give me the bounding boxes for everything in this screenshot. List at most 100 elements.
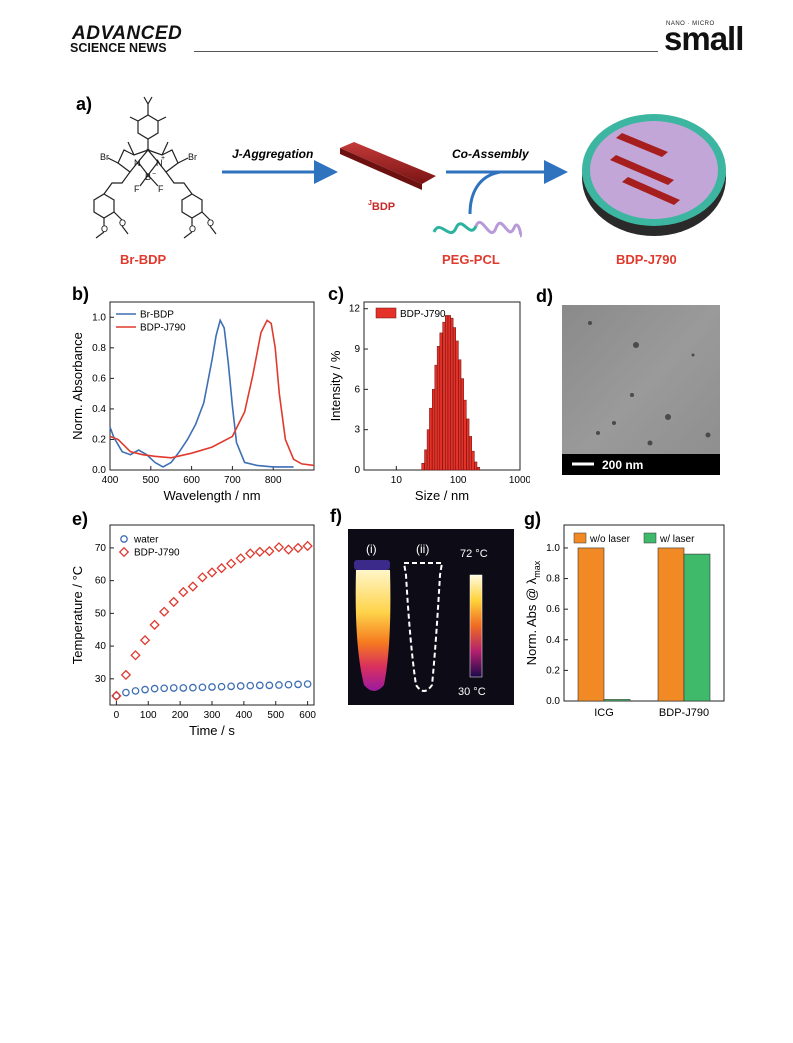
- legend-label: Br-BDP: [140, 310, 174, 321]
- br-bdp-structure: [93, 96, 217, 239]
- svg-text:O: O: [207, 218, 214, 228]
- y-axis-label: Norm. Absorbance: [70, 332, 85, 440]
- legend-label: BDP-J790: [134, 548, 180, 559]
- data-point-diamond: [273, 542, 285, 553]
- tube-i-cap: [354, 560, 390, 570]
- bdp-j790-nanoparticle: [582, 114, 726, 236]
- color-scale-bar: [469, 574, 483, 678]
- panel-label: e): [72, 509, 88, 529]
- x-tick-label: 100: [140, 710, 157, 721]
- panel-label: g): [524, 509, 541, 529]
- x-axis-label: Wavelength / nm: [163, 488, 260, 503]
- histogram-bar: [468, 436, 472, 471]
- data-point-circle: [112, 691, 121, 700]
- histogram-bar: [429, 407, 433, 471]
- bar: [657, 547, 685, 702]
- y-axis-label: Temperature / °C: [70, 566, 85, 664]
- bar: [603, 699, 631, 702]
- histogram-bar: [432, 389, 436, 471]
- x-tick-label: 200: [172, 710, 189, 721]
- data-point-circle: [189, 683, 197, 692]
- color-scale-max: 72 °C: [460, 548, 488, 560]
- category-label: ICG: [594, 707, 614, 719]
- data-point-diamond: [245, 548, 256, 559]
- legend-swatch: [643, 532, 657, 544]
- histogram-bar: [476, 467, 480, 471]
- panel-a-scheme: a) Br Br N N + B − F: [76, 94, 726, 267]
- x-axis-label: Size / nm: [415, 488, 469, 503]
- y-tick-label: 6: [354, 384, 360, 395]
- legend-label: BDP-J790: [140, 323, 186, 334]
- bar: [577, 547, 605, 702]
- journal-brand-science-news: SCIENCE NEWS: [70, 41, 167, 55]
- br-bdp-name: Br-BDP: [120, 252, 167, 267]
- histogram-bar: [421, 463, 425, 471]
- tem-particles: [588, 321, 711, 446]
- data-point-circle: [150, 684, 159, 693]
- y-tick-label: 9: [354, 344, 360, 355]
- histogram-bar: [445, 315, 449, 471]
- histogram-bar: [436, 346, 441, 471]
- data-point-diamond: [130, 650, 141, 661]
- y-tick-label: 1.0: [546, 543, 560, 554]
- scale-bar-label: 200 nm: [602, 458, 643, 472]
- journal-subtitle: NANO · MICRO: [666, 21, 715, 27]
- data-point-diamond: [216, 563, 227, 574]
- data-point-diamond: [197, 572, 208, 583]
- y-tick-label: 0.2: [546, 665, 560, 676]
- data-point-circle: [131, 687, 140, 695]
- y-tick-label: 50: [95, 608, 107, 619]
- data-point-diamond: [139, 635, 151, 646]
- histogram-bar: [458, 359, 462, 471]
- x-tick-label: 500: [267, 710, 284, 721]
- peg-pcl-name: PEG-PCL: [442, 252, 500, 267]
- y-tick-label: 60: [95, 576, 107, 587]
- j-aggregation-label: J-Aggregation: [232, 147, 313, 161]
- y-tick-label: 0: [354, 465, 360, 476]
- data-point-circle: [169, 684, 178, 692]
- y-axis-label: Norm. Abs @ λmax: [524, 560, 542, 665]
- bar: [683, 553, 711, 702]
- data-point-diamond: [235, 553, 246, 564]
- legend-label: BDP-J790: [400, 309, 446, 320]
- svg-text:B: B: [145, 172, 151, 182]
- panel-f-label: f): [330, 506, 342, 526]
- panel-label: b): [72, 284, 89, 304]
- data-point-diamond: [283, 544, 294, 555]
- j-aggregate-bar: [340, 142, 436, 190]
- svg-text:F: F: [134, 184, 140, 194]
- tube-ii-outline: [402, 562, 444, 692]
- data-point-diamond: [168, 596, 179, 608]
- y-tick-label: 0.8: [92, 343, 106, 354]
- svg-text:O: O: [119, 218, 126, 228]
- data-point-circle: [236, 682, 245, 690]
- legend-marker: [120, 535, 128, 543]
- panel-f-thermal-image: f) (i) (ii) 72 °C 30 °C: [330, 506, 514, 705]
- co-assembly-label: Co-Assembly: [452, 147, 530, 161]
- data-point-circle: [284, 680, 293, 689]
- data-point-circle: [179, 684, 188, 692]
- data-point-circle: [141, 685, 149, 694]
- legend-label: w/ laser: [659, 534, 695, 545]
- y-tick-label: 0.4: [92, 404, 106, 415]
- histogram-bar: [424, 449, 428, 471]
- data-point-circle: [294, 680, 302, 689]
- y-axis-label: Intensity / %: [328, 350, 343, 421]
- jbdp-label: JBDP: [368, 200, 395, 213]
- histogram-bar: [442, 321, 446, 471]
- y-tick-label: 70: [95, 543, 107, 554]
- panel-label: c): [328, 284, 344, 304]
- y-tick-label: 30: [95, 674, 107, 685]
- histogram-bar: [450, 317, 454, 471]
- tem-image: [562, 305, 720, 475]
- y-tick-label: 0.0: [546, 696, 560, 707]
- svg-text:O: O: [101, 224, 108, 234]
- data-point-circle: [208, 683, 216, 691]
- data-point-diamond: [254, 546, 265, 557]
- panel-d-tem: d) 200 nm: [536, 286, 720, 475]
- legend-marker: [118, 546, 130, 558]
- color-scale-min: 30 °C: [458, 686, 486, 698]
- data-point-diamond: [264, 546, 275, 557]
- x-tick-label: 100: [450, 475, 467, 486]
- histogram-bar: [460, 378, 464, 471]
